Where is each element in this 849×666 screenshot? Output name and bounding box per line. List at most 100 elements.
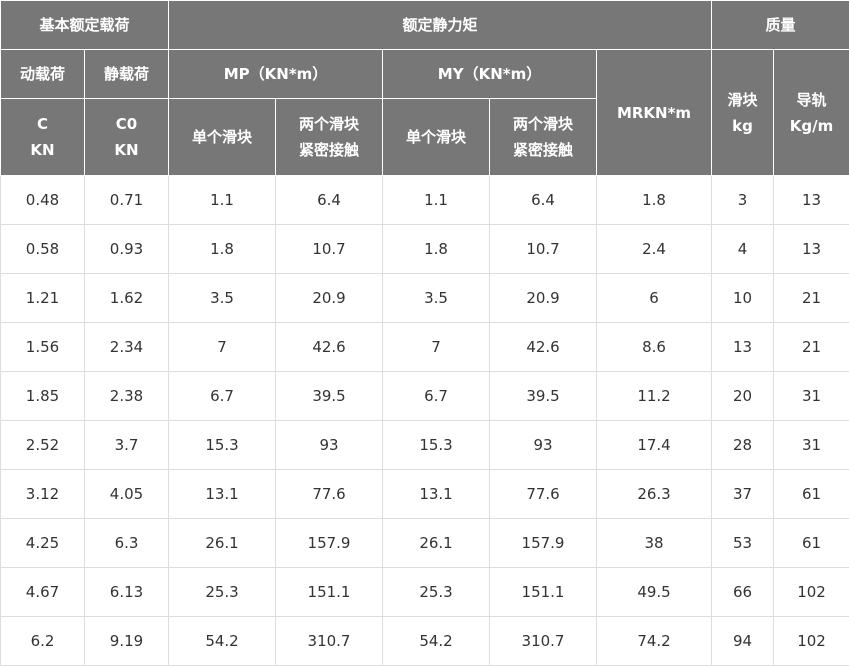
cell: 31 <box>773 420 849 470</box>
body-row: 1.21 1.62 3.5 20.9 3.5 20.9 6 10 21 <box>0 273 849 323</box>
cell: 15.3 <box>168 420 277 470</box>
body-row: 3.12 4.05 13.1 77.6 13.1 77.6 26.3 37 61 <box>0 469 849 519</box>
cell: 26.1 <box>168 518 277 568</box>
cell: 4.25 <box>0 518 85 568</box>
cell: 21 <box>773 322 849 372</box>
cell: 31 <box>773 371 849 421</box>
cell: 2.38 <box>83 371 170 421</box>
body-row: 2.52 3.7 15.3 93 15.3 93 17.4 28 31 <box>0 420 849 470</box>
cell: 6.4 <box>275 175 384 225</box>
cell: 38 <box>596 518 713 568</box>
cell: 6.7 <box>168 371 277 421</box>
cell: 310.7 <box>489 616 598 666</box>
cell: 102 <box>773 567 849 617</box>
cell: 28 <box>711 420 775 470</box>
cell: 53 <box>711 518 775 568</box>
header-row: 动载荷 静载荷 MP（KN*m） MY（KN*m） MRKN*m 滑块 kg 导… <box>0 49 849 176</box>
cell: 3.12 <box>0 469 85 519</box>
table-body: 0.48 0.71 1.1 6.4 1.1 6.4 1.8 3 13 0.58 0.93 1.8 10.… <box>0 175 849 666</box>
cell: 9.19 <box>83 616 170 666</box>
cell: 20 <box>711 371 775 421</box>
header-cell: 导轨 Kg/m <box>773 49 849 176</box>
cell: 39.5 <box>275 371 384 421</box>
cell: 26.3 <box>596 469 713 519</box>
cell: 3.5 <box>382 273 491 323</box>
cell: 25.3 <box>382 567 491 617</box>
cell: 26.1 <box>382 518 491 568</box>
header-cell: 静载荷 <box>83 49 170 99</box>
cell: 1.8 <box>168 224 277 274</box>
header-cell: 两个滑块 紧密接触 <box>275 98 384 176</box>
cell: 1.62 <box>83 273 170 323</box>
cell: 6.4 <box>489 175 598 225</box>
cell: 10.7 <box>275 224 384 274</box>
cell: 25.3 <box>168 567 277 617</box>
cell: 13.1 <box>382 469 491 519</box>
cell: 4.67 <box>0 567 85 617</box>
body-row: 6.2 9.19 54.2 310.7 54.2 310.7 74.2 94 102 <box>0 616 849 666</box>
cell: 1.1 <box>168 175 277 225</box>
cell: 13 <box>711 322 775 372</box>
body-row: 4.67 6.13 25.3 151.1 25.3 151.1 49.5 66 102 <box>0 567 849 617</box>
header-cell: 单个滑块 <box>382 98 491 176</box>
cell: 54.2 <box>382 616 491 666</box>
cell: 1.21 <box>0 273 85 323</box>
cell: 0.48 <box>0 175 85 225</box>
cell: 2.34 <box>83 322 170 372</box>
cell: 74.2 <box>596 616 713 666</box>
cell: 1.85 <box>0 371 85 421</box>
cell: 4 <box>711 224 775 274</box>
body-row: 4.25 6.3 26.1 157.9 26.1 157.9 38 53 61 <box>0 518 849 568</box>
cell: 8.6 <box>596 322 713 372</box>
cell: 13.1 <box>168 469 277 519</box>
cell: 61 <box>773 469 849 519</box>
header-cell: MP（KN*m） <box>168 49 384 99</box>
cell: 20.9 <box>275 273 384 323</box>
body-row: 1.56 2.34 7 42.6 7 42.6 8.6 13 21 <box>0 322 849 372</box>
cell: 7 <box>382 322 491 372</box>
cell: 93 <box>275 420 384 470</box>
header-row: C KN C0 KN 单个滑块 两个滑块 紧密接触 单个滑块 两个滑块 紧密接触 <box>0 98 849 176</box>
cell: 1.1 <box>382 175 491 225</box>
header-cell: MRKN*m <box>596 49 713 176</box>
cell: 157.9 <box>489 518 598 568</box>
cell: 0.93 <box>83 224 170 274</box>
header-cell: 单个滑块 <box>168 98 277 176</box>
cell: 1.8 <box>382 224 491 274</box>
cell: 13 <box>773 175 849 225</box>
body-row: 0.58 0.93 1.8 10.7 1.8 10.7 2.4 4 13 <box>0 224 849 274</box>
cell: 0.58 <box>0 224 85 274</box>
cell: 77.6 <box>275 469 384 519</box>
cell: 15.3 <box>382 420 491 470</box>
cell: 6.7 <box>382 371 491 421</box>
header-cell: C0 KN <box>83 98 170 176</box>
cell: 310.7 <box>275 616 384 666</box>
cell: 6.3 <box>83 518 170 568</box>
cell: 1.56 <box>0 322 85 372</box>
cell: 20.9 <box>489 273 598 323</box>
cell: 13 <box>773 224 849 274</box>
cell: 17.4 <box>596 420 713 470</box>
cell: 6.13 <box>83 567 170 617</box>
cell: 6.2 <box>0 616 85 666</box>
cell: 0.71 <box>83 175 170 225</box>
cell: 54.2 <box>168 616 277 666</box>
cell: 42.6 <box>275 322 384 372</box>
cell: 11.2 <box>596 371 713 421</box>
header-cell: 动载荷 <box>0 49 85 99</box>
cell: 151.1 <box>489 567 598 617</box>
cell: 4.05 <box>83 469 170 519</box>
header-cell: 质量 <box>711 0 849 50</box>
header-row: 基本额定载荷 额定静力矩 质量 <box>0 0 849 50</box>
cell: 3 <box>711 175 775 225</box>
cell: 94 <box>711 616 775 666</box>
cell: 3.7 <box>83 420 170 470</box>
cell: 42.6 <box>489 322 598 372</box>
body-row: 1.85 2.38 6.7 39.5 6.7 39.5 11.2 20 31 <box>0 371 849 421</box>
cell: 2.52 <box>0 420 85 470</box>
header-cell: 基本额定载荷 <box>0 0 170 50</box>
header-cell: 额定静力矩 <box>168 0 713 50</box>
cell: 39.5 <box>489 371 598 421</box>
